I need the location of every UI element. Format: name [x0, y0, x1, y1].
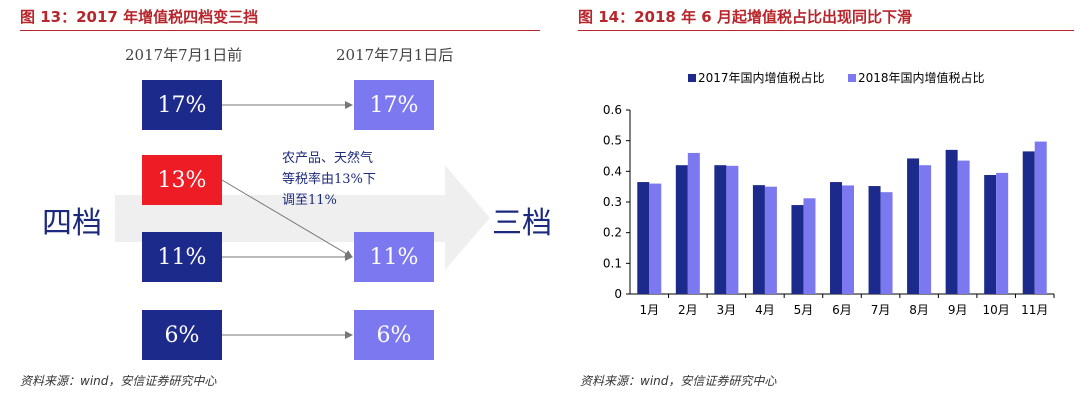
bar	[726, 165, 739, 294]
left-source-note: 资料来源：wind，安信证券研究中心	[20, 374, 217, 388]
bar	[637, 182, 650, 294]
after-rate-17-box: 17%	[354, 80, 434, 130]
after-rate-11-box: 11%	[354, 232, 434, 282]
legend-swatch	[688, 74, 696, 82]
x-tick-label: 10月	[983, 303, 1010, 317]
bar	[919, 165, 932, 294]
y-tick-label: 0.6	[603, 103, 622, 117]
note-line: 调至11%	[282, 193, 337, 208]
note-line: 等税率由13%下	[282, 172, 376, 187]
right-figure-title: 图 14：2018 年 6 月起增值税占比出现同比下滑	[578, 4, 1074, 31]
x-tick-label: 4月	[755, 303, 775, 317]
bar	[868, 186, 881, 294]
y-tick-label: 0.3	[603, 195, 622, 209]
three-tier-label: 三档	[492, 206, 552, 241]
bar	[675, 165, 688, 294]
bar	[842, 185, 854, 294]
bar	[880, 192, 893, 294]
legend-label: 2018年国内增值税占比	[858, 70, 985, 85]
bar	[803, 198, 816, 294]
x-tick-label: 5月	[794, 303, 814, 317]
bar	[984, 175, 997, 294]
connector-13-to-11	[221, 179, 353, 258]
bar	[764, 186, 777, 294]
before-rate-11-box: 11%	[142, 232, 222, 282]
right-source-note: 资料来源：wind，安信证券研究中心	[580, 374, 777, 388]
legend-swatch	[848, 74, 856, 82]
x-tick-label: 2月	[678, 303, 698, 317]
x-tick-label: 8月	[909, 303, 929, 317]
four-tier-label: 四档	[42, 206, 102, 241]
bar	[714, 165, 727, 294]
bar	[791, 205, 804, 294]
bar	[907, 158, 920, 294]
x-tick-label: 11月	[1021, 303, 1048, 317]
bar	[830, 182, 842, 294]
tier-arrow-band	[115, 165, 490, 270]
bar	[687, 152, 700, 294]
bar	[945, 149, 958, 294]
before-rate-17-box: 17%	[142, 80, 222, 130]
y-tick-label: 0.5	[603, 134, 622, 148]
x-tick-label: 7月	[871, 303, 891, 317]
x-tick-label: 9月	[948, 303, 968, 317]
rate-change-note: 农产品、天然气 等税率由13%下 调至11%	[282, 148, 412, 211]
y-tick-label: 0.2	[603, 226, 622, 240]
before-column-label: 2017年7月1日前	[125, 46, 243, 64]
bar	[1022, 151, 1035, 294]
y-tick-label: 0	[614, 287, 622, 301]
before-rate-13-box: 13%	[142, 155, 222, 205]
left-figure-title: 图 13：2017 年增值税四档变三挡	[20, 4, 540, 31]
y-tick-label: 0.4	[603, 164, 622, 178]
rate-connectors	[221, 101, 353, 339]
before-rate-6-box: 6%	[142, 310, 222, 360]
bar	[752, 185, 765, 294]
y-tick-label: 0.1	[603, 256, 622, 270]
x-tick-label: 1月	[639, 303, 659, 317]
bar	[996, 172, 1009, 294]
legend-label: 2017年国内增值税占比	[698, 70, 825, 85]
bar	[649, 183, 662, 294]
x-tick-label: 3月	[717, 303, 737, 317]
note-line: 农产品、天然气	[282, 151, 374, 166]
after-rate-6-box: 6%	[354, 310, 434, 360]
bar	[1034, 141, 1047, 294]
bar	[957, 160, 970, 294]
after-column-label: 2017年7月1日后	[336, 46, 454, 64]
x-tick-label: 6月	[832, 303, 852, 317]
vat-share-bar-chart: 2017年国内增值税占比 2018年国内增值税占比 0 0.1 0.2 0.3 0.4 0.5…	[603, 70, 1055, 317]
